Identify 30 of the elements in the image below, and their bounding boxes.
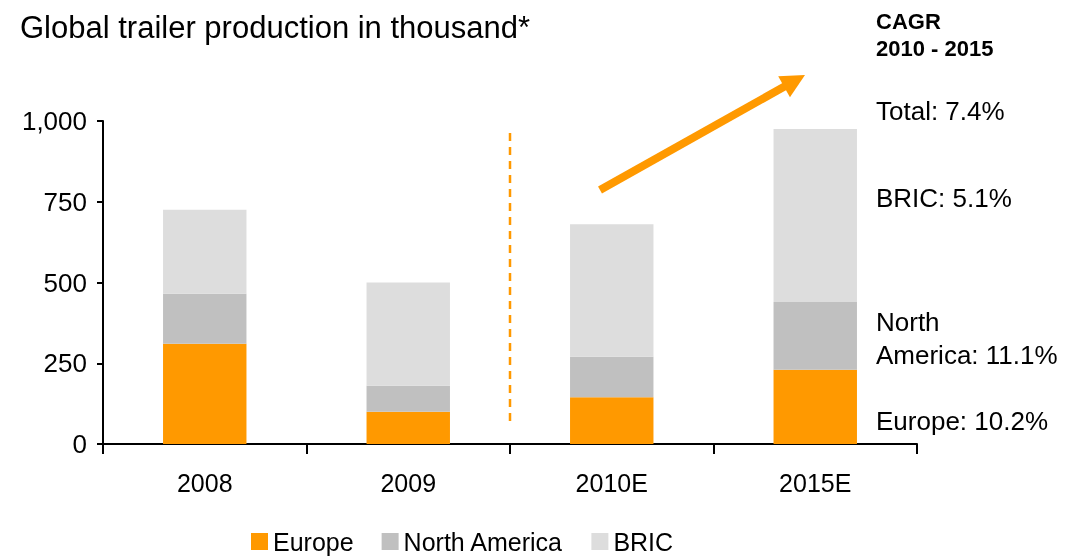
x-tick-label: 2015E [779,468,852,497]
legend-label: BRIC [613,527,674,556]
bar [773,369,857,444]
y-tick-label: 500 [43,267,87,298]
text: CAGR 2010 - 2015 [876,9,994,61]
y-tick-label: 750 [43,186,87,217]
annotation: North America: 11.1% [876,306,1058,370]
x-tick-label: 2010E [575,468,648,497]
bar [163,293,247,344]
x-tick-label: 2009 [380,468,437,497]
bar [366,282,450,386]
bar [570,356,654,398]
annotation: BRIC: 5.1% [876,183,1012,213]
legend-label: North America [403,527,563,556]
bar [163,343,247,444]
bar [773,301,857,370]
y-tick-label: 1,000 [21,106,87,136]
chart-title: Global trailer production in thousand* [20,10,531,45]
y-tick-label: 250 [43,348,87,379]
bar [366,411,450,444]
bar [773,129,857,302]
bar [366,385,450,412]
y-tick-label: 0 [72,429,87,459]
bar [570,224,654,357]
x-tick-label: 2008 [176,468,233,497]
legend-label: Europe [273,527,354,556]
annotation: Europe: 10.2% [876,406,1049,436]
bar [570,397,654,444]
bar [163,209,247,294]
annotation: Total: 7.4% [876,96,1005,126]
